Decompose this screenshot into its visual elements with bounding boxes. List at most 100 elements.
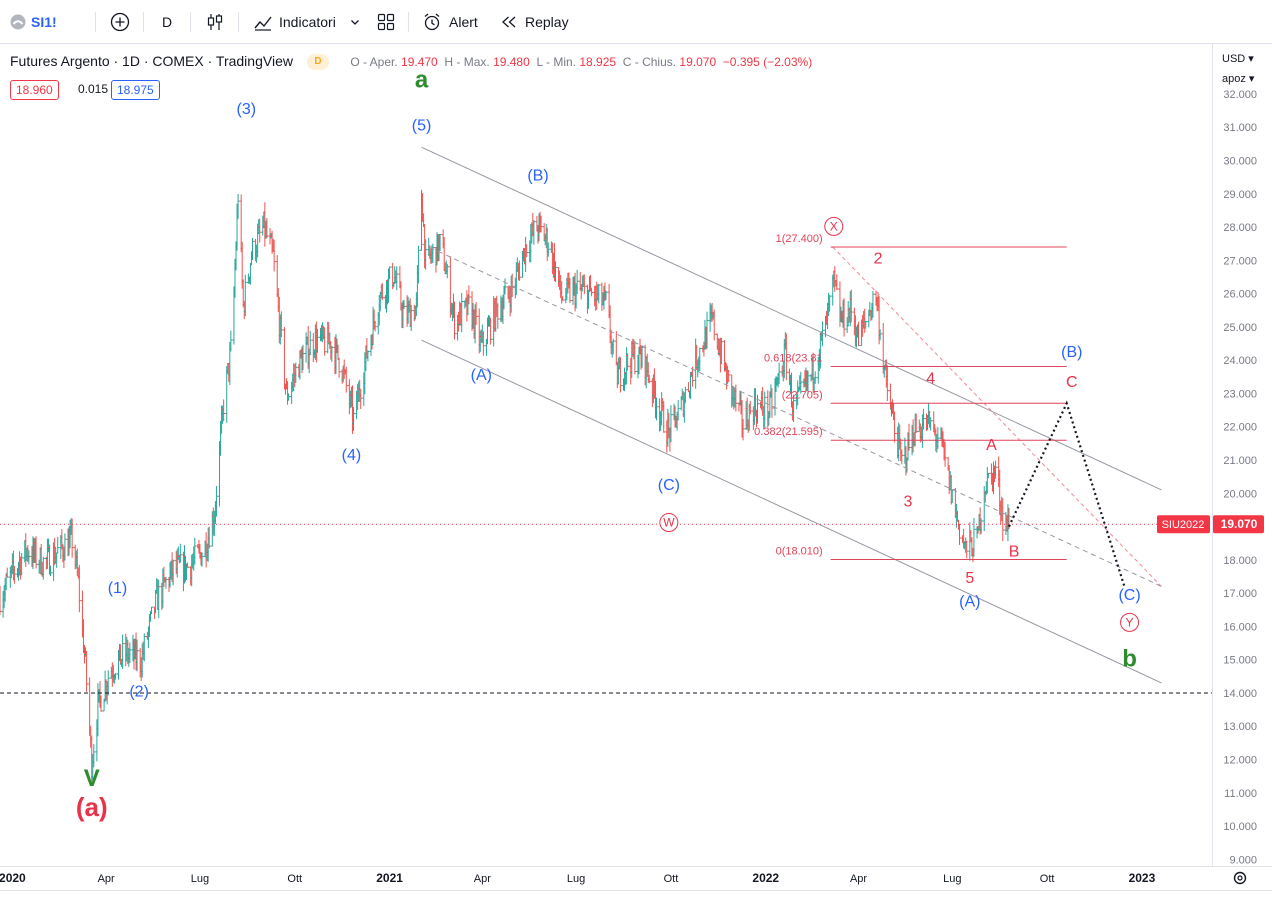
ohlc-bar — [265, 217, 269, 239]
ohlc-bar — [243, 274, 247, 317]
time-tick-label: Apr — [474, 873, 491, 885]
ohlc-bar — [965, 540, 969, 559]
currency-label: USD ▾ — [1222, 53, 1254, 65]
wave-label: b — [1122, 645, 1137, 672]
replay-button[interactable]: Replay — [500, 0, 569, 44]
ohlc-bar — [395, 266, 399, 291]
ohlc-bar — [770, 388, 774, 418]
last-price-label: 19.070 — [1221, 517, 1258, 531]
wave-label: (A) — [471, 367, 492, 384]
ohlc-bar — [106, 670, 110, 696]
ohlc-bar — [655, 397, 658, 421]
ohlc-bar — [467, 285, 471, 305]
wave-label: 2 — [874, 251, 883, 268]
ohlc-bar — [539, 215, 543, 233]
indicators-button[interactable]: Indicatori — [253, 0, 360, 44]
time-tick-label: 2020 — [0, 871, 26, 885]
horizontal-lines — [0, 523, 1212, 694]
ohlc-bar — [34, 536, 38, 569]
wave-circle — [1120, 612, 1140, 632]
time-tick-label: Lug — [191, 873, 209, 885]
time-tick-label: 2021 — [376, 871, 403, 885]
symbol-search-button[interactable]: SI1! — [10, 0, 57, 44]
fib-level-label: 1(27.400) — [776, 233, 823, 245]
ohlc-bar — [150, 606, 153, 614]
ohlc-bar — [373, 320, 377, 332]
scale-mode-label: apoz ▾ — [1222, 73, 1255, 85]
grid-icon — [377, 13, 395, 31]
delay-badge: D — [306, 54, 329, 70]
ohlc-bar — [517, 260, 521, 281]
ohlc-bar — [842, 298, 846, 337]
price-tick-label: 16.000 — [1223, 621, 1257, 633]
alert-button[interactable]: Alert — [422, 0, 478, 44]
wave-label: (B) — [1061, 344, 1082, 361]
wave-label: (4) — [342, 447, 362, 464]
change-value: −0.395 (−2.03%) — [722, 55, 813, 69]
ohlc-series — [0, 189, 1011, 784]
ohlc-bar — [914, 413, 918, 433]
indicators-icon — [254, 16, 272, 31]
candles-icon — [207, 14, 223, 30]
ohlc-bar — [453, 301, 456, 340]
buy-price-button[interactable]: 18.975 — [111, 80, 160, 100]
ohlc-bar — [777, 362, 781, 384]
wave-label: B — [1009, 544, 1020, 561]
layouts-button[interactable] — [377, 0, 395, 44]
ohlc-bar — [282, 327, 286, 390]
wave-labels: V(a) (1) (2) (3) (4) a (5) (A) (B) (C) W X 2 3 4 5 (A) A B… — [76, 66, 1141, 822]
price-tick-label: 17.000 — [1223, 588, 1257, 600]
ohlc-bar — [784, 333, 788, 381]
wave-label: Y — [1126, 615, 1134, 629]
low-label: L - Min. — [536, 55, 577, 69]
ohlc-bar — [121, 634, 125, 669]
price-tick-label: 23.000 — [1223, 388, 1257, 400]
ohlc-bar — [929, 417, 933, 431]
toolbar-divider — [408, 12, 409, 32]
ohlc-bar — [445, 263, 449, 279]
ohlc-bar — [900, 449, 904, 465]
rewind-icon — [502, 16, 516, 28]
ohlc-bar — [532, 219, 536, 245]
ohlc-bar — [986, 472, 990, 479]
toolbar-divider — [190, 12, 191, 32]
ohlc-bar — [85, 651, 89, 692]
compare-button[interactable] — [110, 0, 130, 44]
wave-label: (5) — [412, 118, 432, 135]
ohlc-bar — [474, 302, 478, 325]
chart-type-button[interactable] — [205, 0, 225, 44]
price-tick-label: 15.000 — [1223, 655, 1257, 667]
time-axis[interactable]: 2020 Apr Lug Ott 2021 Apr Lug Ott 2022 Apr Lug Ott 2… — [0, 866, 1272, 890]
price-chart[interactable]: 1(27.400) 0.618(23.81 (22.705) 0.382(21.595… — [0, 44, 1272, 890]
price-tick-label: 32.000 — [1223, 89, 1257, 101]
ohlc-bar — [207, 526, 211, 549]
price-tick-label: 30.000 — [1223, 155, 1257, 167]
symbol-label: SI1! — [31, 14, 57, 30]
price-tick-label: 20.000 — [1223, 488, 1257, 500]
wave-label: 3 — [904, 494, 913, 511]
open-label: O - Aper. — [350, 55, 398, 69]
time-tick-label: Apr — [850, 873, 867, 885]
ohlc-bar — [554, 261, 557, 282]
price-tick-label: 29.000 — [1223, 189, 1257, 201]
ohlc-bar — [698, 347, 702, 372]
price-axis[interactable]: 9.000 10.000 11.000 12.000 13.000 14.000 15.00… — [1157, 44, 1272, 890]
fib-level-label: 0.618(23.81 — [764, 352, 823, 364]
ohlc-bar — [438, 234, 442, 251]
ohlc-bar — [676, 400, 680, 421]
ohlc-bar — [979, 518, 983, 534]
ohlc-bar — [41, 556, 45, 580]
sell-price-button[interactable]: 18.960 — [10, 80, 59, 100]
ohlc-bar — [178, 543, 182, 563]
chevron-down-icon — [350, 20, 359, 25]
time-tick-label: Lug — [943, 873, 961, 885]
wave-label: 5 — [965, 570, 974, 587]
time-tick-label: Lug — [567, 873, 585, 885]
fib-level-label: 0(18.010) — [776, 545, 823, 557]
interval-button[interactable]: D — [162, 14, 173, 30]
price-tick-label: 14.000 — [1223, 688, 1257, 700]
ohlc-bar — [49, 565, 52, 577]
ohlc-bar — [611, 338, 615, 355]
ohlc-bar — [236, 193, 240, 220]
ohlc-bar — [871, 291, 875, 318]
